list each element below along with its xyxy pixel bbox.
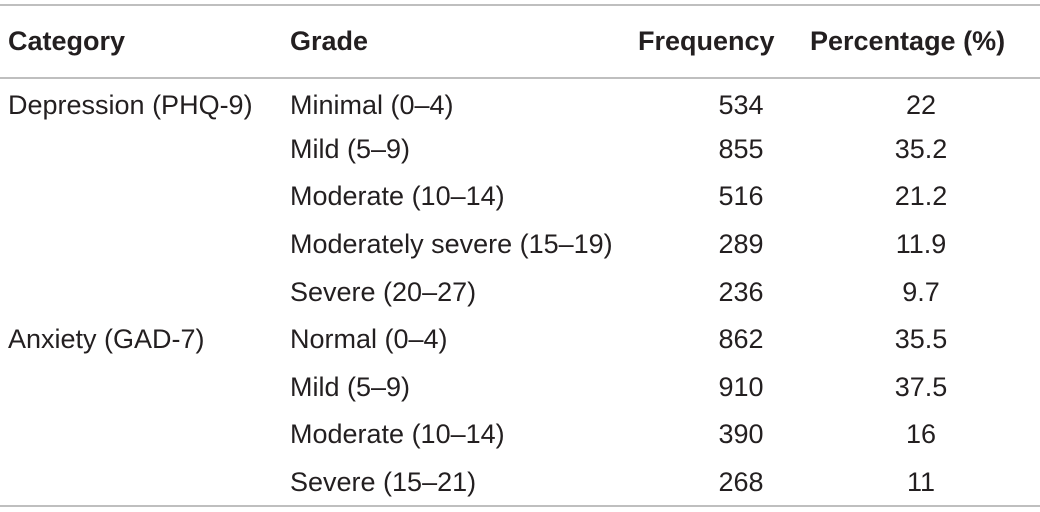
cell-percentage: 16 xyxy=(905,419,937,450)
cell-frequency: 289 xyxy=(718,229,764,260)
cell-category xyxy=(0,221,282,269)
cell-frequency: 268 xyxy=(630,458,802,508)
cell-category xyxy=(0,268,282,316)
cell-category xyxy=(0,364,282,412)
cell-category: Anxiety (GAD-7) xyxy=(8,324,205,355)
cell-category xyxy=(0,173,282,221)
table-row: Severe (15–21) 268 11 xyxy=(0,458,1040,508)
cell-percentage: 37.5 xyxy=(894,371,948,402)
header-frequency: Frequency xyxy=(630,4,802,79)
cell-percentage: 21.2 xyxy=(894,181,948,212)
cell-grade: Moderate (10–14) xyxy=(290,181,505,212)
cell-frequency: 862 xyxy=(718,324,764,355)
cell-frequency: 534 xyxy=(718,89,764,120)
cell-grade: Severe (20–27) xyxy=(290,276,477,307)
cell-percentage: 22 xyxy=(905,89,937,120)
cell-percentage: 9.7 xyxy=(902,276,940,307)
table-row: Depression (PHQ-9) Minimal (0–4) 534 22 xyxy=(0,78,1040,126)
cell-percentage: 11.9 xyxy=(895,229,947,260)
table-row: Moderate (10–14) 390 16 xyxy=(0,411,1040,459)
cell-percentage: 11 xyxy=(802,458,1040,508)
cell-grade: Normal (0–4) xyxy=(290,324,448,355)
table-row: Mild (5–9) 910 37.5 xyxy=(0,364,1040,412)
cell-grade: Moderately severe (15–19) xyxy=(290,229,613,260)
table-header: Category Grade Frequency Percentage (%) xyxy=(0,4,1040,79)
cell-percentage: 35.2 xyxy=(894,133,948,164)
cell-grade: Mild (5–9) xyxy=(290,133,411,164)
table-row: Severe (20–27) 236 9.7 xyxy=(0,268,1040,316)
table-row: Moderately severe (15–19) 289 11.9 xyxy=(0,221,1040,269)
cell-grade: Mild (5–9) xyxy=(290,371,411,402)
table-row: Mild (5–9) 855 35.2 xyxy=(0,126,1040,174)
cell-grade: Moderate (10–14) xyxy=(290,419,505,450)
cell-grade: Minimal (0–4) xyxy=(290,89,454,120)
cell-category xyxy=(0,458,282,508)
prevalence-table: Category Grade Frequency Percentage (%) … xyxy=(0,4,1040,508)
table-row: Moderate (10–14) 516 21.2 xyxy=(0,173,1040,221)
cell-frequency: 516 xyxy=(718,181,764,212)
table-row: Anxiety (GAD-7) Normal (0–4) 862 35.5 xyxy=(0,316,1040,364)
header-row: Category Grade Frequency Percentage (%) xyxy=(0,4,1040,79)
cell-frequency: 855 xyxy=(718,133,764,164)
table-body: Depression (PHQ-9) Minimal (0–4) 534 22 … xyxy=(0,78,1040,508)
header-grade: Grade xyxy=(282,4,630,79)
cell-category xyxy=(0,411,282,459)
cell-frequency: 390 xyxy=(718,419,764,450)
cell-frequency: 236 xyxy=(718,276,764,307)
header-category: Category xyxy=(0,4,282,79)
cell-category xyxy=(0,126,282,174)
cell-category: Depression (PHQ-9) xyxy=(8,89,253,120)
cell-percentage: 35.5 xyxy=(894,324,948,355)
cell-frequency: 910 xyxy=(718,371,764,402)
cell-grade: Severe (15–21) xyxy=(282,458,630,508)
header-percentage: Percentage (%) xyxy=(802,4,1040,79)
